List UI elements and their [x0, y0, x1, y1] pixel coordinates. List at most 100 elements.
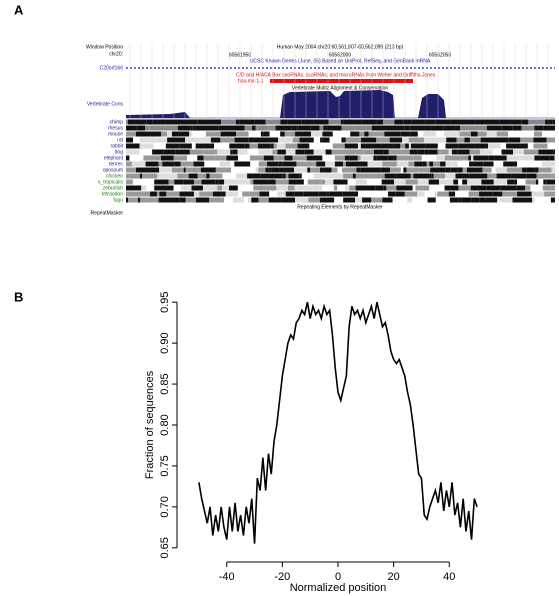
alignment-block	[550, 185, 555, 191]
track-label: C20orf166	[100, 65, 124, 71]
alignment-block	[450, 167, 458, 173]
alignment-block	[337, 185, 345, 191]
alignment-block	[126, 161, 132, 167]
alignment-block	[319, 143, 333, 149]
alignment-block	[156, 191, 160, 197]
alignment-block	[304, 149, 314, 155]
alignment-block	[411, 119, 419, 125]
alignment-block	[139, 173, 142, 179]
alignment-block	[413, 173, 430, 179]
alignment-block	[180, 185, 192, 191]
alignment-block	[447, 197, 450, 203]
alignment-block	[215, 155, 227, 161]
alignment-block	[418, 167, 431, 173]
alignment-block	[342, 191, 359, 197]
alignment-block	[240, 167, 256, 173]
alignment-block	[520, 131, 535, 137]
alignment-block	[344, 143, 358, 149]
alignment-block	[393, 143, 401, 149]
alignment-block	[235, 173, 248, 179]
alignment-block	[291, 125, 297, 131]
alignment-block	[500, 185, 517, 191]
x-tick-label: 0	[335, 571, 341, 583]
species-label: tenrec	[109, 161, 123, 167]
alignment-block	[471, 197, 480, 203]
alignment-block	[187, 155, 198, 161]
alignment-block	[417, 179, 429, 185]
x-tick-label: -40	[219, 571, 235, 583]
alignment-block	[220, 131, 237, 137]
alignment-block	[140, 197, 155, 203]
alignment-block	[376, 155, 388, 161]
alignment-block	[126, 125, 137, 131]
alignment-block	[357, 155, 361, 161]
alignment-block	[493, 137, 509, 143]
alignment-block	[457, 167, 463, 173]
alignment-block	[469, 149, 481, 155]
alignment-block	[413, 155, 422, 161]
alignment-block	[268, 167, 272, 173]
alignment-block	[437, 191, 449, 197]
alignment-block	[547, 191, 555, 197]
alignment-block	[424, 125, 431, 131]
alignment-block	[477, 131, 487, 137]
alignment-block	[373, 149, 384, 155]
alignment-block	[128, 119, 135, 125]
alignment-block	[503, 161, 518, 167]
alignment-block	[382, 197, 393, 203]
alignment-block	[527, 143, 534, 149]
alignment-block	[178, 131, 190, 137]
alignment-block	[357, 149, 364, 155]
alignment-block	[167, 137, 172, 143]
alignment-block	[231, 167, 241, 173]
alignment-block	[430, 125, 444, 131]
alignment-block	[183, 167, 186, 173]
alignment-block	[329, 131, 333, 137]
alignment-block	[140, 179, 155, 185]
alignment-block	[308, 197, 320, 203]
alignment-block	[272, 149, 278, 155]
alignment-block	[266, 185, 277, 191]
alignment-block	[353, 161, 368, 167]
alignment-block	[151, 137, 168, 143]
alignment-block	[269, 131, 281, 137]
alignment-block	[214, 143, 230, 149]
species-label: opossum	[103, 167, 123, 173]
alignment-block	[387, 155, 394, 161]
alignment-block	[215, 167, 232, 173]
alignment-block	[534, 131, 543, 137]
alignment-block	[230, 149, 233, 155]
alignment-block	[277, 191, 286, 197]
alignment-block	[343, 173, 353, 179]
alignment-block	[160, 155, 174, 161]
alignment-block	[146, 119, 153, 125]
alignment-block	[275, 125, 286, 131]
alignment-block	[373, 173, 385, 179]
alignment-block	[175, 149, 190, 155]
alignment-block	[174, 161, 181, 167]
alignment-block	[288, 173, 300, 179]
alignment-block	[225, 191, 235, 197]
alignment-block	[392, 197, 408, 203]
alignment-block	[278, 161, 283, 167]
alignment-block	[394, 119, 404, 125]
alignment-block	[294, 191, 304, 197]
alignment-block	[470, 185, 487, 191]
alignment-block	[468, 155, 472, 161]
alignment-block	[199, 191, 205, 197]
alignment-block	[195, 143, 212, 149]
alignment-block	[545, 119, 549, 125]
alignment-block	[138, 197, 141, 203]
alignment-block	[319, 197, 335, 203]
alignment-block	[139, 143, 154, 149]
alignment-block	[428, 179, 439, 185]
y-tick-label: 0.85	[159, 373, 171, 394]
species-label: mouse	[108, 131, 123, 137]
alignment-block	[193, 161, 205, 167]
alignment-block	[479, 197, 486, 203]
alignment-block	[488, 143, 501, 149]
alignment-block	[520, 137, 534, 143]
alignment-block	[145, 125, 150, 131]
alignment-block	[185, 137, 200, 143]
